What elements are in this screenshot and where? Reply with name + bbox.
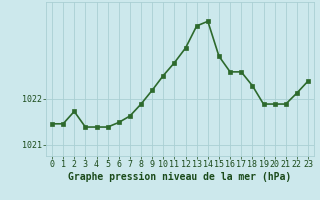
X-axis label: Graphe pression niveau de la mer (hPa): Graphe pression niveau de la mer (hPa)	[68, 172, 292, 182]
